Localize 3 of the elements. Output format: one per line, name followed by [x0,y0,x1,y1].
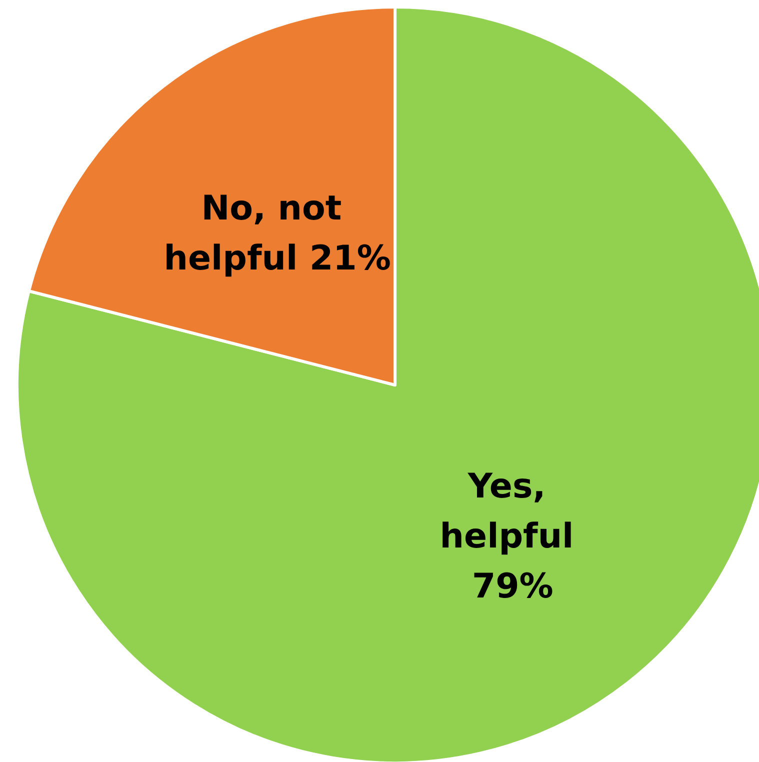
data-label: 79% [472,566,554,607]
slice-label: Yes, helpful [440,466,586,557]
slice-label: No, not helpful 21% [164,188,391,278]
